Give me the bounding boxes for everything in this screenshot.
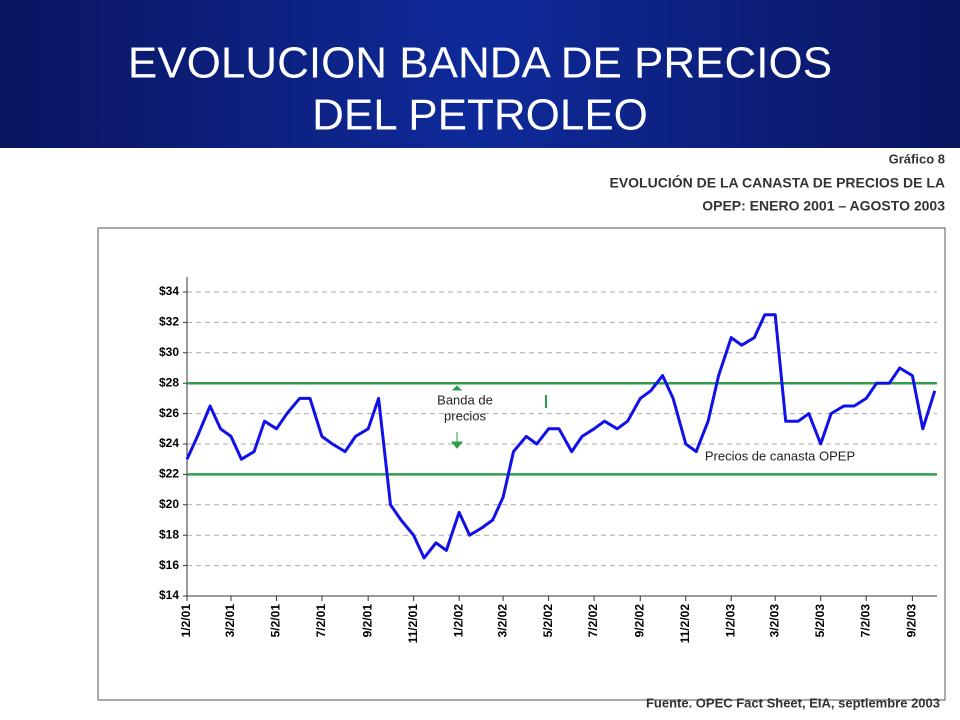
caption: Gráfico 8: [889, 151, 945, 166]
price-line: [185, 313, 937, 560]
x-tick-label: 7/2/02: [586, 604, 600, 638]
y-tick-label: $18: [159, 527, 179, 541]
source: Fuente. OPEC Fact Sheet, EIA, septiembre…: [646, 695, 940, 710]
y-tick-label: $16: [159, 558, 179, 572]
y-tick-label: $22: [159, 467, 179, 481]
band-label: Banda de: [437, 392, 493, 407]
y-tick-label: $24: [159, 436, 179, 450]
y-tick-label: $28: [159, 375, 179, 389]
x-tick-label: 5/2/01: [269, 604, 283, 638]
y-tick-label: $26: [159, 406, 179, 420]
x-tick-label: 3/2/02: [495, 604, 509, 638]
x-tick-label: 9/2/01: [360, 604, 374, 638]
y-tick-label: $32: [159, 315, 179, 329]
header-band: [0, 0, 960, 148]
x-tick-label: 11/2/01: [406, 604, 420, 644]
x-tick-label: 1/2/03: [723, 604, 737, 638]
chart-frame: [97, 227, 946, 701]
x-tick-label: 1/2/01: [179, 604, 193, 638]
x-tick-label: 9/2/02: [632, 604, 646, 638]
x-tick-label: 7/2/03: [858, 604, 872, 638]
x-tick-label: 5/2/02: [541, 604, 555, 638]
band-label: precios: [444, 408, 486, 423]
y-tick-label: $30: [159, 345, 179, 359]
y-tick-label: $34: [159, 284, 179, 298]
series-label: Precios de canasta OPEP: [705, 448, 855, 463]
x-tick-label: 11/2/02: [678, 604, 692, 644]
y-tick-label: $14: [159, 588, 179, 602]
band-arrows: [450, 385, 464, 449]
x-tick-label: 7/2/01: [314, 604, 328, 638]
x-tick-label: 1/2/02: [451, 604, 465, 638]
y-tick-label: $20: [159, 497, 179, 511]
caption: OPEP: ENERO 2001 – AGOSTO 2003: [702, 198, 945, 214]
x-tick-label: 3/2/01: [223, 604, 237, 638]
x-tick-label: 9/2/03: [905, 604, 919, 638]
x-tick-label: 5/2/03: [813, 604, 827, 638]
slide-title: EVOLUCION BANDA DE PRECIOS: [128, 39, 832, 88]
caption: EVOLUCIÓN DE LA CANASTA DE PRECIOS DE LA: [609, 174, 945, 191]
x-tick-label: 3/2/03: [767, 604, 781, 638]
slide-title: DEL PETROLEO: [312, 91, 648, 140]
